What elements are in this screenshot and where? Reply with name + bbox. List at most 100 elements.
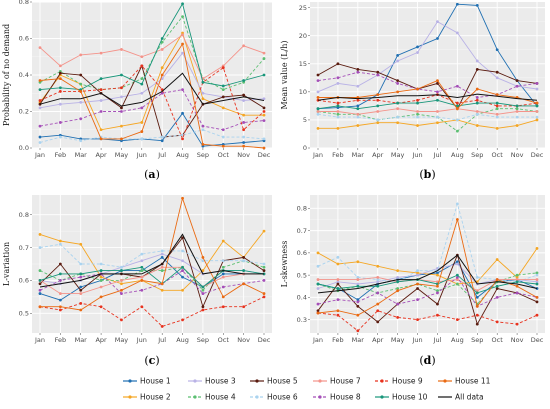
data-point <box>336 126 340 130</box>
x-tick-label: Apr <box>372 151 384 159</box>
data-point <box>181 265 184 269</box>
data-point <box>396 302 400 306</box>
data-point <box>535 300 539 304</box>
data-point <box>201 97 205 101</box>
series-all-data <box>317 254 538 294</box>
data-point <box>515 278 519 281</box>
x-tick-label: Jan <box>312 151 323 159</box>
data-point <box>262 292 266 295</box>
data-point <box>455 118 459 122</box>
data-point <box>99 275 103 279</box>
panel-caption: (b) <box>419 168 435 181</box>
legend-marker <box>380 395 384 399</box>
data-point <box>221 275 225 279</box>
data-point <box>475 59 479 63</box>
series-line <box>317 71 538 98</box>
data-point <box>262 97 266 101</box>
data-point <box>160 66 164 70</box>
data-point <box>201 91 205 95</box>
data-point <box>160 282 164 286</box>
data-point <box>336 280 340 284</box>
chart-panel-2: 0 5 10 15 20 25 Jan Feb Mar Apr May Jun Jul Aug Sep Oct… <box>280 2 545 181</box>
data-point <box>99 285 103 289</box>
data-point <box>120 282 123 286</box>
data-point <box>436 273 439 277</box>
data-point <box>356 298 360 302</box>
data-point <box>495 93 499 97</box>
data-point <box>99 99 103 102</box>
x-tick-label: Nov <box>237 151 250 159</box>
series-all-data <box>39 72 265 107</box>
data-point <box>436 20 439 24</box>
series-line <box>39 233 264 288</box>
data-point <box>140 82 144 86</box>
legend-item-house-4: House 4 <box>188 393 236 402</box>
data-point <box>455 31 459 35</box>
data-point <box>262 146 266 150</box>
data-point <box>120 106 123 110</box>
data-point <box>316 309 320 313</box>
data-point <box>396 79 400 83</box>
data-point <box>436 79 439 83</box>
data-point <box>495 112 499 116</box>
data-point <box>416 87 419 91</box>
data-point <box>455 273 459 277</box>
data-point <box>120 318 123 322</box>
data-point <box>262 229 266 233</box>
y-tick-label: 0.3 <box>297 316 307 324</box>
legend-label: All data <box>455 393 484 402</box>
data-point <box>316 311 320 315</box>
x-tick-label: Jul <box>157 336 166 344</box>
x-tick-label: Oct <box>218 336 230 344</box>
data-point <box>262 137 266 141</box>
series-house-3 <box>316 20 539 94</box>
data-point <box>120 292 123 295</box>
series-line <box>317 93 538 101</box>
data-point <box>120 269 123 272</box>
series-line <box>39 112 265 147</box>
data-point <box>336 262 340 266</box>
x-tick-label: Jan <box>312 336 323 344</box>
series-house-9 <box>316 309 539 333</box>
data-point <box>535 280 539 284</box>
data-point <box>221 239 225 243</box>
data-point <box>495 115 499 119</box>
data-point <box>181 318 184 322</box>
x-tick-label: Jan <box>34 151 45 159</box>
data-point <box>356 275 360 279</box>
data-point <box>356 278 360 281</box>
data-point <box>160 265 164 269</box>
data-point <box>79 139 83 143</box>
data-point <box>99 295 103 299</box>
data-point <box>416 282 419 286</box>
x-tick-label: Mar <box>75 151 88 159</box>
data-point <box>120 124 123 128</box>
data-point <box>262 110 266 113</box>
data-point <box>201 288 205 292</box>
data-point <box>495 284 499 288</box>
legend-label: House 8 <box>330 393 361 402</box>
data-point <box>140 91 144 95</box>
data-point <box>475 110 479 113</box>
series-line <box>317 274 538 294</box>
data-point <box>535 118 539 122</box>
legend-marker <box>128 395 132 399</box>
series-line <box>39 129 265 143</box>
data-point <box>376 280 380 284</box>
data-point <box>58 77 62 81</box>
data-point <box>376 264 380 268</box>
data-point <box>242 141 246 144</box>
data-point <box>160 256 164 259</box>
data-point <box>396 101 400 105</box>
data-point <box>376 275 380 279</box>
data-point <box>356 112 360 116</box>
data-point <box>221 135 225 139</box>
data-point <box>140 137 144 141</box>
y-tick-label: 0.8 <box>297 205 307 213</box>
series-line <box>39 256 264 301</box>
y-tick-label: 0.7 <box>297 227 307 235</box>
data-point <box>79 100 83 104</box>
data-point <box>160 288 164 292</box>
data-point <box>396 289 400 293</box>
